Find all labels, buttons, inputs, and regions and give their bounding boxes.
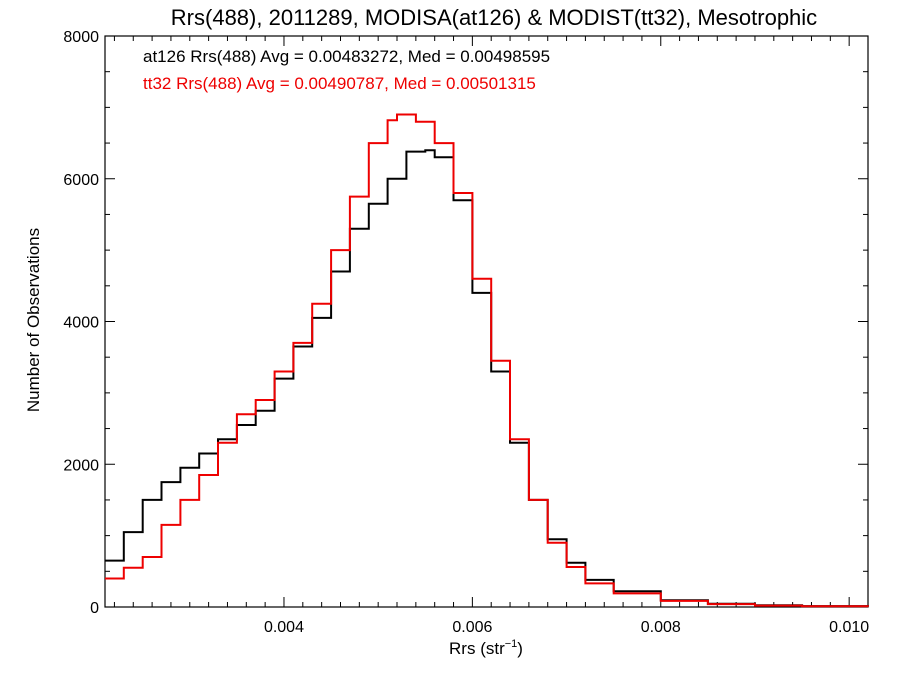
x-tick-label: 0.010: [829, 619, 869, 636]
y-tick-label: 4000: [63, 315, 99, 332]
x-axis-label-main: Rrs (str: [449, 639, 505, 658]
y-tick-label: 6000: [63, 172, 99, 189]
x-axis-label: Rrs (str−1): [449, 638, 523, 658]
x-tick-label: 0.004: [264, 619, 304, 636]
legend-entry-1: at126 Rrs(488) Avg = 0.00483272, Med = 0…: [143, 47, 550, 66]
x-tick-label: 0.006: [452, 619, 492, 636]
chart-title: Rrs(488), 2011289, MODISA(at126) & MODIS…: [171, 5, 817, 30]
y-tick-label: 0: [90, 600, 99, 617]
x-axis-label-end: ): [517, 639, 523, 658]
legend-entry-2: tt32 Rrs(488) Avg = 0.00490787, Med = 0.…: [143, 74, 536, 93]
y-axis-label: Number of Observations: [24, 228, 43, 412]
y-tick-label: 8000: [63, 29, 99, 46]
y-tick-label: 2000: [63, 457, 99, 474]
series-line-2: [105, 113, 869, 608]
x-tick-label: 0.008: [641, 619, 681, 636]
x-axis-label-sup: −1: [505, 638, 518, 650]
series-line-1: [105, 149, 869, 608]
axes: 0.004 0.006 0.008 0.010 0 2000 4000 6000 8000: [63, 29, 869, 636]
legend: at126 Rrs(488) Avg = 0.00483272, Med = 0…: [143, 47, 550, 93]
series-layer: [105, 113, 869, 608]
plot-frame: [104, 35, 869, 608]
